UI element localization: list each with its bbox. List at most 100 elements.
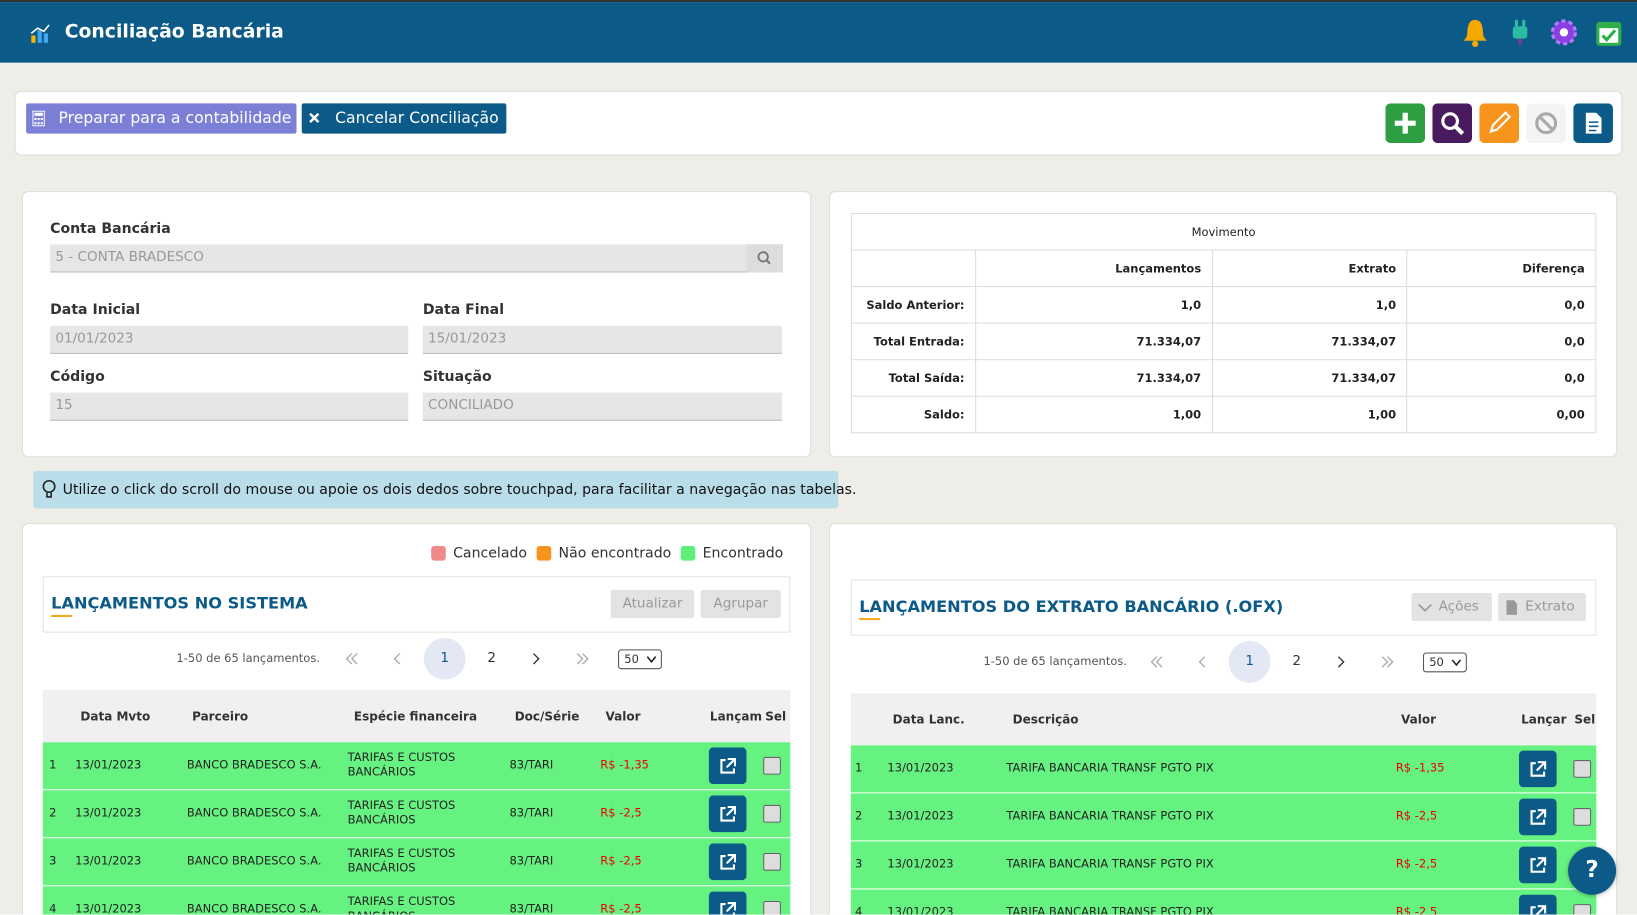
cancel-button[interactable] (301, 103, 507, 134)
summary-value: 1,0 (1211, 286, 1408, 324)
page-number[interactable]: 2 (487, 650, 497, 667)
cell-text: BANCO BRADESCO S.A. (186, 902, 322, 915)
page-number[interactable]: 1 (1245, 653, 1254, 670)
launch-button[interactable] (1519, 894, 1557, 915)
open-icon (720, 902, 737, 915)
last-page[interactable] (576, 653, 591, 666)
last-page[interactable] (1381, 656, 1396, 669)
panel-button[interactable]: Ações (1411, 592, 1492, 622)
panel-button[interactable]: Extrato (1498, 592, 1586, 622)
launch-button[interactable] (708, 891, 747, 915)
prepare-button[interactable] (26, 103, 297, 134)
launch-button[interactable] (708, 747, 747, 785)
plug-icon[interactable] (1509, 18, 1532, 47)
column-header: Doc/Série (514, 708, 580, 724)
next-page[interactable] (1335, 656, 1350, 669)
bell-icon[interactable] (1462, 18, 1489, 47)
panel-header (850, 579, 1597, 636)
tip-box (33, 470, 839, 509)
search-button[interactable] (1432, 103, 1473, 144)
panel-button-label: Ações (1438, 598, 1479, 615)
add-button[interactable] (1385, 103, 1426, 144)
summary-row: Movimento (850, 212, 1597, 251)
panel-button[interactable]: Atualizar (610, 589, 695, 619)
launch-button[interactable] (1519, 846, 1557, 884)
settings-icon[interactable] (1550, 19, 1577, 46)
first-page[interactable] (345, 653, 361, 666)
cell-text: 83/TARI (509, 757, 554, 772)
cell-text: 1 (49, 757, 57, 772)
table-row (850, 745, 1597, 794)
cell-text: 83/TARI (509, 902, 554, 915)
cell-text: TARIFAS E CUSTOS BANCÁRIOS (347, 846, 456, 875)
field-input[interactable]: 01/01/2023 (50, 325, 409, 354)
launch-button[interactable] (1519, 798, 1557, 836)
field-input[interactable]: CONCILIADO (422, 392, 782, 421)
column-header: Parceiro (192, 708, 249, 724)
summary-value: 0,0 (1406, 359, 1597, 397)
select-checkbox[interactable] (1573, 904, 1592, 915)
disabled-button[interactable] (1526, 103, 1566, 144)
search-field-button[interactable] (746, 244, 783, 273)
summary-value: 1,00 (974, 395, 1213, 434)
select-checkbox[interactable] (1573, 808, 1592, 826)
field-label: Situação (422, 368, 492, 386)
current-page[interactable] (423, 637, 466, 680)
launch-button[interactable] (1519, 750, 1557, 788)
page-size-select[interactable]: 50 (1422, 652, 1467, 673)
field-value: 15 (55, 397, 73, 414)
amount: R$ -2,5 (1395, 905, 1438, 915)
amount: R$ -2,5 (1395, 809, 1438, 823)
field-value: 01/01/2023 (55, 330, 134, 347)
page-number[interactable]: 2 (1292, 653, 1301, 670)
open-icon (1530, 905, 1547, 915)
page-number[interactable]: 1 (440, 650, 450, 667)
select-checkbox[interactable] (763, 900, 781, 915)
launch-button[interactable] (708, 795, 747, 833)
panel-button-label: Extrato (1525, 598, 1575, 615)
launch-button[interactable] (708, 843, 747, 881)
edit-button[interactable] (1479, 103, 1520, 144)
field-input[interactable]: 15/01/2023 (422, 325, 782, 354)
column-header: Sel (1574, 712, 1596, 727)
cell-text: 2 (855, 809, 863, 823)
select-checkbox[interactable] (763, 756, 781, 775)
previous-page[interactable] (1196, 656, 1211, 669)
title-underline (51, 614, 73, 618)
button-icon (1506, 600, 1517, 615)
field-input[interactable]: 5 - CONTA BRADESCO (50, 244, 783, 273)
panel-title: LANÇAMENTOS NO SISTEMA (51, 594, 308, 613)
page-size-select[interactable]: 50 (618, 649, 662, 670)
cell-text: BANCO BRADESCO S.A. (186, 853, 322, 868)
search-icon (757, 251, 771, 265)
panel-button[interactable]: Agrupar (700, 589, 781, 619)
first-page[interactable] (1150, 656, 1165, 669)
select-checkbox[interactable] (1573, 760, 1592, 778)
table-row (850, 889, 1597, 915)
cell-text: 83/TARI (509, 853, 554, 868)
document-button[interactable] (1573, 103, 1613, 144)
field-input[interactable]: 15 (50, 392, 409, 421)
summary-title: Movimento (850, 212, 1597, 251)
cell-text: 83/TARI (509, 805, 554, 820)
page-size-value: 50 (1429, 655, 1444, 670)
amount: R$ -1,35 (1395, 761, 1445, 775)
amount: R$ -1,35 (600, 757, 649, 772)
dropdown-arrow (1451, 659, 1462, 667)
help-button[interactable]: ? (1568, 846, 1617, 895)
lightbulb-icon (42, 479, 56, 498)
next-page[interactable] (530, 653, 545, 666)
title-underline (859, 618, 881, 621)
summary-row: Saldo Anterior: 1,0 1,0 0,0 (850, 286, 1597, 324)
calendar-icon[interactable] (1595, 18, 1622, 47)
cell-text: BANCO BRADESCO S.A. (186, 757, 322, 772)
select-checkbox[interactable] (763, 852, 781, 871)
open-icon (720, 853, 737, 870)
previous-page[interactable] (392, 653, 407, 666)
field-label: Data Inicial (50, 301, 141, 319)
select-checkbox[interactable] (763, 804, 781, 823)
summary-value: 71.334,07 (974, 322, 1213, 361)
field-label: Conta Bancária (50, 220, 171, 237)
current-page[interactable] (1228, 641, 1271, 683)
column-header: Data Lanc. (892, 712, 965, 727)
